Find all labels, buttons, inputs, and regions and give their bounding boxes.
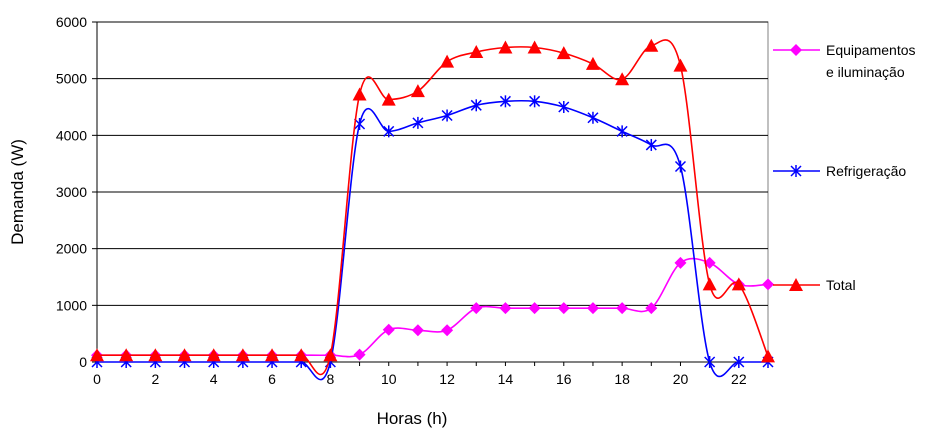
data-point-triangle <box>469 45 484 59</box>
data-point-star <box>470 99 482 112</box>
data-point-triangle <box>206 348 221 362</box>
data-point-star <box>616 125 628 138</box>
x-tick-label: 2 <box>151 371 159 387</box>
y-tick-label: 3000 <box>56 184 87 200</box>
legend-label: Refrigeração <box>826 163 906 179</box>
x-axis-title: Horas (h) <box>377 409 448 428</box>
y-tick-label: 4000 <box>56 127 87 143</box>
data-point-diamond <box>499 302 512 315</box>
y-tick-label: 0 <box>79 354 87 370</box>
data-point-triangle <box>702 277 717 291</box>
y-axis-title: Demanda (W) <box>8 139 27 245</box>
x-tick-label: 4 <box>210 371 218 387</box>
data-point-triangle <box>789 278 803 291</box>
data-point-diamond <box>470 302 483 315</box>
x-tick-label: 0 <box>93 371 101 387</box>
legend-item: Total <box>773 277 856 293</box>
data-point-diamond <box>557 302 570 315</box>
data-point-star <box>587 111 599 124</box>
data-point-triangle <box>265 348 280 362</box>
series-layer <box>90 38 775 381</box>
data-point-triangle <box>440 54 455 68</box>
data-point-triangle <box>235 348 250 362</box>
series-line <box>96 99 768 381</box>
data-point-star <box>412 116 424 129</box>
data-point-triangle <box>381 92 396 106</box>
x-tick-label: 18 <box>614 371 630 387</box>
series-3 <box>90 38 775 376</box>
data-point-diamond <box>762 278 774 291</box>
y-tick-label: 6000 <box>56 14 87 30</box>
x-tick-label: 22 <box>731 371 747 387</box>
data-point-diamond <box>790 44 802 56</box>
data-point-star <box>383 125 395 138</box>
legend-item: Refrigeração <box>773 163 906 179</box>
y-tick-label: 2000 <box>56 241 87 257</box>
data-point-triangle <box>352 87 367 101</box>
data-point-star <box>674 160 687 173</box>
x-tick-label: 16 <box>556 371 572 387</box>
x-tick-label: 12 <box>439 371 455 387</box>
y-tick-label: 1000 <box>56 297 87 313</box>
x-tick-label: 14 <box>498 371 514 387</box>
data-point-diamond <box>616 302 629 315</box>
data-point-triangle <box>90 348 104 362</box>
data-point-star <box>558 101 570 113</box>
data-point-diamond <box>528 302 541 315</box>
x-tick-label: 6 <box>268 371 276 387</box>
data-point-diamond <box>353 348 366 361</box>
data-point-triangle <box>673 58 688 72</box>
legend-label: e iluminação <box>826 64 905 80</box>
data-point-diamond <box>382 323 395 336</box>
data-point-triangle <box>731 277 746 291</box>
x-tick-label: 10 <box>381 371 397 387</box>
data-point-triangle <box>148 348 163 362</box>
data-point-triangle <box>323 348 338 362</box>
data-point-triangle <box>498 40 513 54</box>
data-point-star <box>704 356 716 368</box>
data-point-triangle <box>527 40 542 54</box>
legend-label: Equipamentos <box>826 42 916 58</box>
data-point-diamond <box>674 256 687 269</box>
legend: Equipamentos e iluminação Refrigeração Tota… <box>773 42 916 293</box>
data-point-star <box>790 165 802 177</box>
legend-item: Equipamentos e iluminação <box>773 42 916 80</box>
y-axis-ticks: 0 1000 2000 3000 4000 5000 6000 <box>56 14 97 370</box>
data-point-triangle <box>177 348 192 362</box>
data-point-triangle <box>294 348 309 362</box>
data-point-triangle <box>644 38 659 52</box>
data-point-star <box>441 109 453 122</box>
data-point-triangle <box>761 349 775 363</box>
data-point-triangle <box>410 84 425 98</box>
legend-label: Total <box>826 277 856 293</box>
data-point-triangle <box>556 46 571 60</box>
data-point-star <box>529 95 541 108</box>
data-point-star <box>645 138 657 151</box>
x-tick-label: 20 <box>673 371 689 387</box>
data-point-triangle <box>615 72 630 86</box>
data-point-diamond <box>645 302 658 315</box>
y-tick-label: 5000 <box>56 71 87 87</box>
data-point-triangle <box>585 56 600 70</box>
x-axis-ticks: 0 2 4 6 8 10 12 14 16 18 20 22 <box>93 362 769 387</box>
gridlines <box>97 21 768 306</box>
data-point-diamond <box>411 324 424 337</box>
data-point-triangle <box>119 348 134 362</box>
data-point-diamond <box>441 324 454 337</box>
data-point-star <box>733 356 745 368</box>
series-line <box>96 39 769 376</box>
x-tick-label: 8 <box>326 371 334 387</box>
data-point-star <box>499 95 511 108</box>
series-2 <box>91 95 774 381</box>
data-point-diamond <box>586 302 599 315</box>
